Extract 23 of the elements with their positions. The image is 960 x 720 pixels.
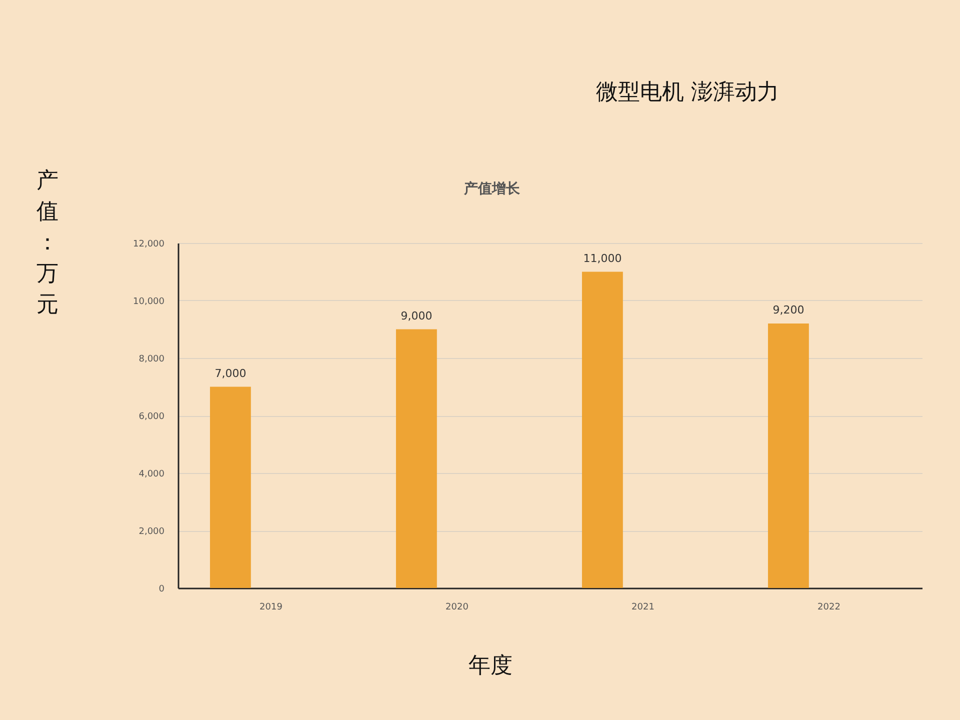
y-tick-label: 8,000 [138,354,165,364]
data-label: 11,000 [583,252,622,265]
bar [768,324,809,588]
y-tick-label: 12,000 [133,240,165,250]
bar [582,272,623,588]
y-axis-title: 产值：万元 [36,168,58,318]
x-tick-label: 2020 [446,602,469,612]
data-label: 9,200 [772,304,804,316]
x-tick-label: 2021 [632,602,654,612]
x-axis-title: 年度 [468,654,512,678]
x-tick-label: 2019 [260,602,283,612]
data-label: 9,000 [400,309,432,322]
y-tick-label: 4,000 [138,470,165,480]
y-tick-label: 10,000 [133,297,165,307]
y-tick-label: 0 [158,584,165,594]
data-label: 7,000 [214,366,246,380]
text: 微型电机 澎湃动力 [596,80,779,105]
x-tick-label: 2022 [818,602,840,612]
chart-title: 产值增长 [463,180,521,197]
y-tick-label: 2,000 [138,527,165,537]
bar [210,386,251,588]
bar [396,329,437,588]
y-tick-label: 6,000 [138,412,165,422]
